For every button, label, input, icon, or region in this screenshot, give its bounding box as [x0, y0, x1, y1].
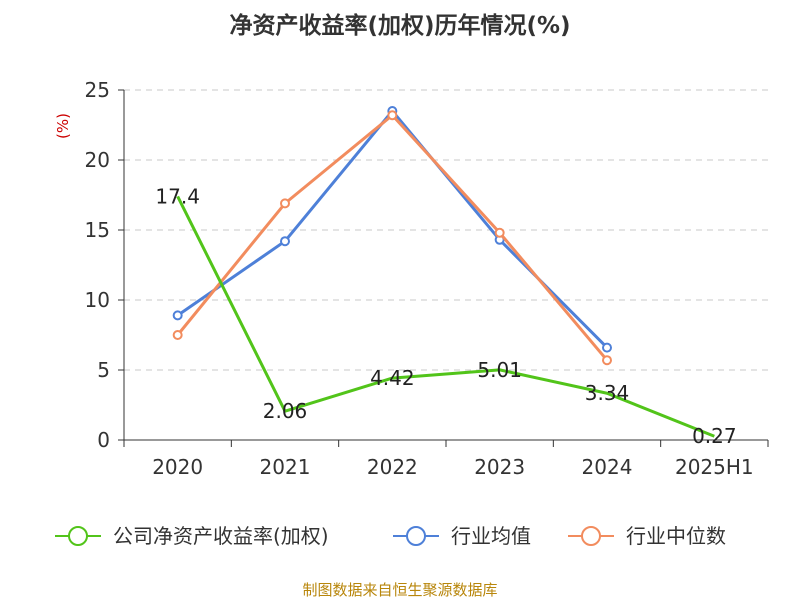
x-tick-label: 2023: [474, 455, 525, 479]
data-point: [172, 310, 183, 321]
grid-lines: [124, 89, 768, 371]
data-label: 0.27: [692, 424, 737, 448]
legend-marker: [68, 526, 88, 546]
data-labels: 17.4 2.06 4.42 5.01 3.34 0.27: [155, 184, 736, 448]
legend-label: 行业均值: [451, 524, 531, 548]
x-tick-label: 2020: [152, 455, 203, 479]
y-tick-label: 0: [97, 428, 110, 452]
y-tick-label: 5: [97, 358, 110, 382]
y-tick-label: 15: [85, 218, 110, 242]
series-line: [176, 109, 609, 349]
data-point: [280, 236, 290, 247]
data-point: [172, 330, 183, 340]
data-label: 5.01: [477, 358, 522, 382]
legend-label: 行业中位数: [626, 524, 726, 548]
y-axis-unit-label: (%): [54, 113, 72, 139]
x-tick-label: 2024: [582, 455, 633, 479]
legend-marker: [406, 526, 426, 546]
y-tick-label: 25: [85, 78, 110, 102]
data-point: [602, 342, 612, 353]
data-point: [280, 198, 290, 209]
data-label: 17.4: [155, 184, 200, 208]
legend-item[interactable]: 行业均值: [393, 524, 531, 548]
legend-label: 公司净资产收益率(加权): [113, 524, 329, 548]
x-tick-label: 2025H1: [675, 455, 754, 479]
legend-item[interactable]: 公司净资产收益率(加权): [55, 524, 329, 548]
data-point: [494, 227, 505, 238]
axes: 0 5 10 15 20 25 2020 2021 2022 2023 2024 2025H1: [85, 78, 769, 479]
data-label: 4.42: [370, 366, 415, 390]
source-note: 制图数据来自恒生聚源数据库: [302, 581, 497, 599]
data-label: 2.06: [263, 399, 308, 423]
y-tick-label: 10: [85, 288, 110, 312]
chart-title: 净资产收益率(加权)历年情况(%): [229, 12, 570, 39]
legend-marker: [581, 526, 601, 546]
series-line: [176, 195, 715, 438]
x-tick-label: 2022: [367, 455, 418, 479]
legend-item[interactable]: 行业中位数: [568, 524, 726, 548]
y-tick-label: 20: [85, 148, 110, 172]
data-point: [602, 355, 612, 366]
legend[interactable]: 公司净资产收益率(加权) 行业均值 行业中位数: [55, 524, 726, 548]
series-group: [172, 106, 715, 438]
data-point: [387, 110, 398, 121]
data-label: 3.34: [585, 381, 630, 405]
x-tick-label: 2021: [260, 455, 311, 479]
